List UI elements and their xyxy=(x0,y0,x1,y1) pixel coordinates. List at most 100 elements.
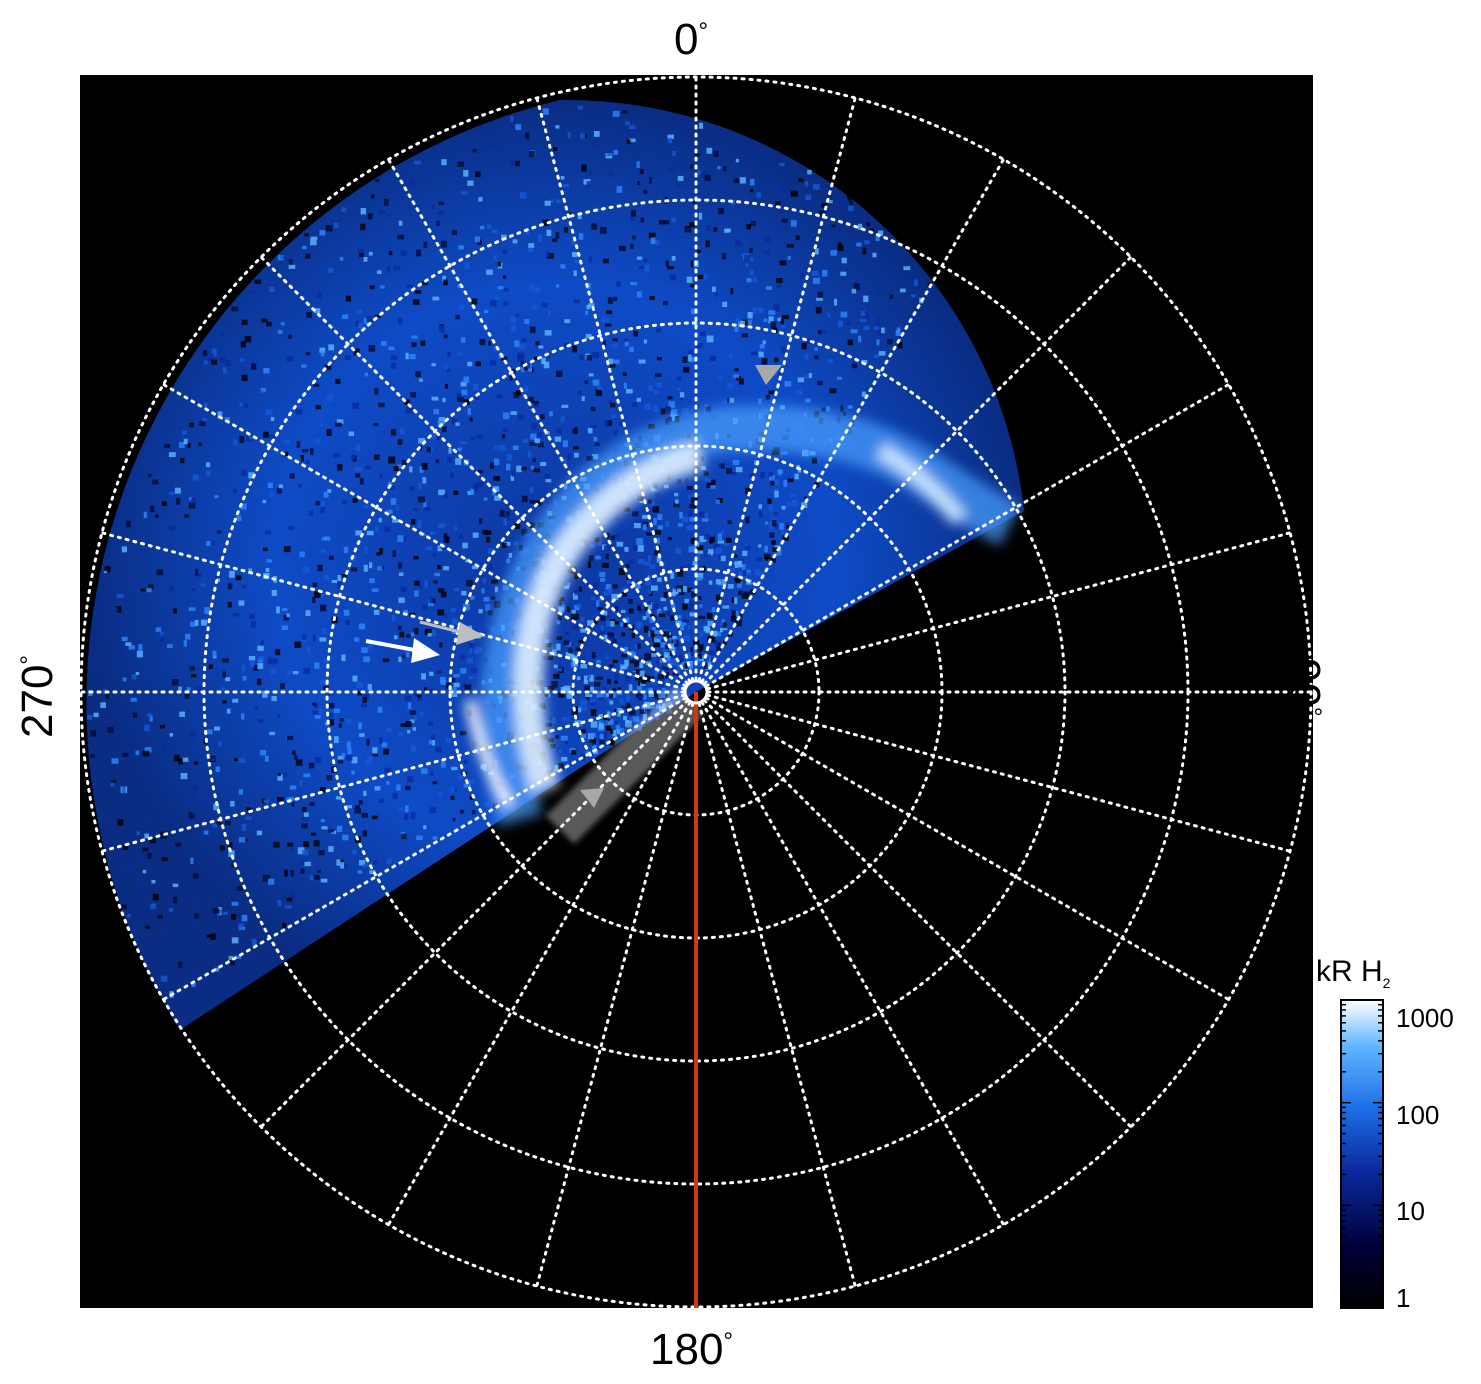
noise-pixel xyxy=(294,755,298,760)
noise-pixel xyxy=(482,578,486,583)
noise-pixel xyxy=(241,713,245,720)
noise-pixel xyxy=(537,432,543,438)
noise-pixel xyxy=(532,458,536,463)
noise-pixel xyxy=(280,683,286,689)
noise-pixel xyxy=(581,164,587,172)
noise-pixel xyxy=(350,454,356,460)
noise-pixel xyxy=(713,544,720,551)
noise-pixel xyxy=(277,900,282,907)
noise-pixel xyxy=(846,195,852,201)
noise-pixel xyxy=(750,178,755,186)
noise-pixel xyxy=(308,510,314,516)
noise-pixel xyxy=(720,463,725,469)
noise-pixel xyxy=(704,654,711,659)
noise-pixel xyxy=(734,367,739,372)
noise-pixel xyxy=(425,629,432,634)
noise-pixel xyxy=(277,330,283,334)
noise-pixel xyxy=(530,433,537,440)
noise-pixel xyxy=(654,670,661,677)
noise-pixel xyxy=(442,275,446,282)
noise-pixel xyxy=(742,569,747,577)
noise-pixel xyxy=(433,580,438,584)
noise-pixel xyxy=(722,605,730,609)
noise-pixel xyxy=(687,563,691,568)
noise-pixel xyxy=(781,451,788,455)
noise-pixel xyxy=(147,852,152,859)
noise-pixel xyxy=(471,809,476,815)
noise-pixel xyxy=(654,630,661,635)
noise-pixel xyxy=(588,170,592,176)
noise-pixel xyxy=(640,682,646,686)
noise-pixel xyxy=(521,366,525,373)
noise-pixel xyxy=(684,663,690,669)
noise-pixel xyxy=(320,507,325,514)
noise-pixel xyxy=(375,178,380,182)
noise-pixel xyxy=(312,596,316,603)
noise-pixel xyxy=(192,919,197,924)
noise-pixel xyxy=(459,809,465,814)
noise-pixel xyxy=(559,607,564,613)
noise-pixel xyxy=(555,284,560,288)
noise-pixel xyxy=(283,546,291,553)
noise-pixel xyxy=(202,418,207,422)
noise-pixel xyxy=(796,389,803,396)
noise-pixel xyxy=(675,547,682,554)
noise-pixel xyxy=(632,716,640,722)
noise-pixel xyxy=(460,441,467,445)
noise-pixel xyxy=(303,773,311,778)
noise-pixel xyxy=(527,246,534,253)
noise-pixel xyxy=(312,634,316,641)
noise-pixel xyxy=(326,712,333,718)
noise-pixel xyxy=(437,420,444,427)
noise-pixel xyxy=(498,445,506,451)
noise-pixel xyxy=(400,586,407,593)
noise-pixel xyxy=(90,729,97,737)
noise-pixel xyxy=(682,619,690,623)
noise-pixel xyxy=(346,741,351,749)
noise-pixel xyxy=(695,653,702,659)
noise-pixel xyxy=(286,797,290,802)
noise-pixel xyxy=(609,664,614,668)
noise-pixel xyxy=(343,546,349,553)
noise-pixel xyxy=(246,807,251,812)
noise-pixel xyxy=(660,641,667,648)
noise-pixel xyxy=(419,711,424,716)
noise-pixel xyxy=(713,227,718,232)
noise-pixel xyxy=(680,625,685,631)
noise-pixel xyxy=(690,652,695,656)
noise-pixel xyxy=(362,694,369,700)
noise-pixel xyxy=(609,363,616,368)
noise-pixel xyxy=(644,653,651,661)
noise-pixel xyxy=(861,310,866,316)
noise-pixel xyxy=(568,648,573,654)
noise-pixel xyxy=(282,922,287,929)
noise-pixel xyxy=(573,299,580,304)
noise-pixel xyxy=(315,501,321,506)
noise-pixel xyxy=(536,500,543,507)
noise-pixel xyxy=(728,354,733,359)
noise-pixel xyxy=(220,357,227,363)
noise-pixel xyxy=(664,654,668,658)
noise-pixel xyxy=(463,170,469,177)
noise-pixel xyxy=(179,711,186,717)
noise-pixel xyxy=(413,508,418,512)
noise-pixel xyxy=(677,387,681,391)
noise-pixel xyxy=(265,409,273,415)
noise-pixel xyxy=(324,364,332,371)
noise-pixel xyxy=(303,841,309,848)
noise-pixel xyxy=(265,530,272,535)
noise-pixel xyxy=(575,613,579,620)
noise-pixel xyxy=(337,760,344,764)
noise-pixel xyxy=(87,714,92,720)
noise-pixel xyxy=(695,662,703,667)
noise-pixel xyxy=(786,525,790,529)
noise-pixel xyxy=(138,644,143,651)
noise-pixel xyxy=(606,153,612,157)
noise-pixel xyxy=(812,277,820,284)
noise-pixel xyxy=(610,621,615,627)
noise-pixel xyxy=(397,234,405,240)
noise-pixel xyxy=(881,327,885,334)
noise-pixel xyxy=(462,603,470,611)
noise-pixel xyxy=(710,656,715,662)
noise-pixel xyxy=(805,194,812,200)
